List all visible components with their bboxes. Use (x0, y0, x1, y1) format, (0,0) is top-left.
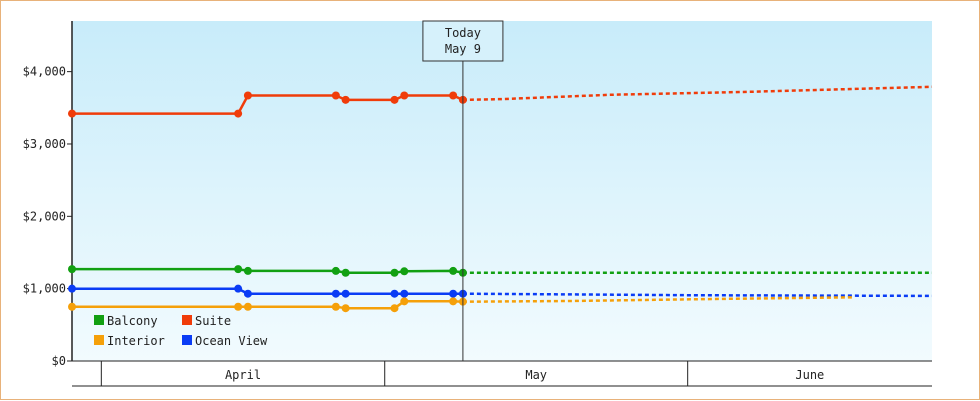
data-point (390, 268, 399, 277)
legend-label: Interior (107, 334, 165, 348)
data-point (390, 304, 399, 313)
data-point (341, 289, 350, 298)
data-point (449, 266, 458, 275)
data-point (234, 109, 243, 118)
legend-swatch (94, 335, 104, 345)
data-point (341, 304, 350, 313)
data-point (331, 91, 340, 100)
month-label: June (795, 368, 824, 382)
y-axis: $0 $1,000 $2,000 $3,000 $4,000 (23, 21, 73, 368)
data-point (341, 268, 350, 277)
data-point (331, 266, 340, 275)
data-point (243, 266, 252, 275)
series-ocean-view (68, 284, 933, 298)
data-point (234, 265, 243, 274)
data-point (449, 91, 458, 100)
legend: Balcony Suite Interior Ocean View (94, 314, 268, 348)
data-point (341, 95, 350, 104)
series-layer (68, 85, 933, 313)
plot-area (72, 21, 932, 361)
today-marker: Today May 9 (422, 20, 504, 361)
legend-label: Ocean View (195, 334, 268, 348)
today-callout-text: May 9 (445, 42, 481, 56)
legend-swatch (94, 315, 104, 325)
legend-swatch (182, 315, 192, 325)
forecast-line (462, 85, 933, 102)
data-point (390, 289, 399, 298)
today-callout-text: Today (445, 26, 481, 40)
series-interior (68, 296, 854, 313)
data-point (331, 302, 340, 311)
data-point (400, 289, 409, 298)
y-tick-label: $1,000 (23, 282, 66, 296)
data-point (68, 109, 76, 118)
y-tick-label: $4,000 (23, 65, 66, 79)
data-point (234, 302, 243, 311)
data-point (243, 91, 252, 100)
forecast-line (462, 296, 854, 303)
data-point (68, 265, 76, 274)
data-point (400, 267, 409, 276)
series-suite (68, 85, 933, 118)
x-axis: April May June (72, 360, 932, 387)
data-point (390, 95, 399, 104)
data-point (243, 289, 252, 298)
month-label: April (225, 368, 261, 382)
legend-label: Balcony (107, 314, 158, 328)
data-point (68, 302, 76, 311)
forecast-line (462, 292, 933, 298)
y-tick-label: $0 (52, 354, 66, 368)
legend-swatch (182, 335, 192, 345)
data-point (400, 91, 409, 100)
data-point (331, 289, 340, 298)
today-callout-box (422, 20, 504, 62)
y-tick-label: $2,000 (23, 209, 66, 223)
month-label: May (525, 368, 547, 382)
data-point (243, 302, 252, 311)
data-point (449, 289, 458, 298)
y-tick-label: $3,000 (23, 137, 66, 151)
series-balcony (68, 265, 932, 277)
data-point (68, 284, 76, 293)
data-point (400, 297, 409, 306)
data-point (234, 284, 243, 293)
data-point (449, 297, 458, 306)
legend-label: Suite (195, 314, 231, 328)
